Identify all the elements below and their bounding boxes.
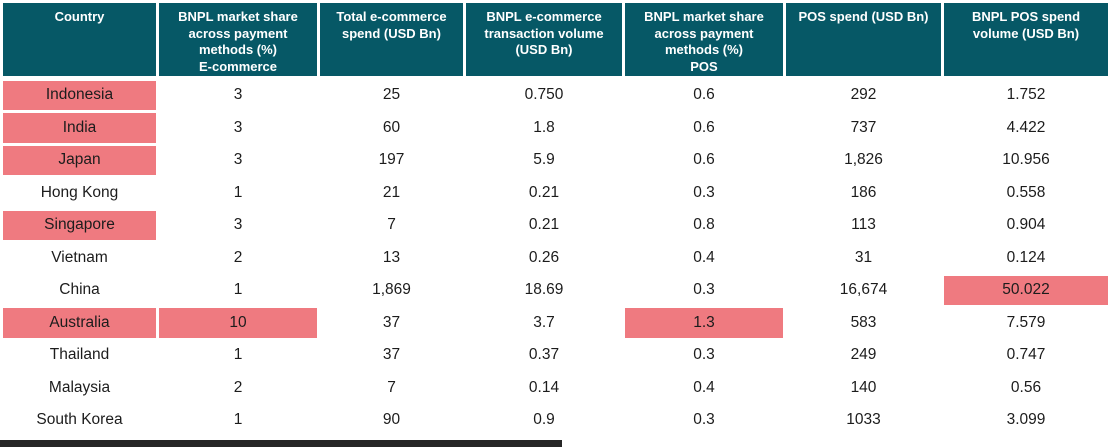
value-cell-bnpl-pos-volume: 0.747 xyxy=(1006,346,1046,364)
value-cell-total-ecommerce-spend: 21 xyxy=(382,183,401,201)
table-row: Vietnam 2 13 0.26 0.4 31 0.124 xyxy=(3,242,1111,275)
value-cell-pos-spend: 113 xyxy=(851,216,876,234)
value-cell-total-ecommerce-spend: 1,869 xyxy=(372,281,411,299)
value-cell-total-ecommerce-spend: 7 xyxy=(387,216,396,234)
table-header: Country BNPL market share across payment … xyxy=(3,3,1111,76)
value-cell-bnpl-ecommerce-volume: 5.9 xyxy=(533,151,555,169)
column-header-bnpl-ecommerce-share: BNPL market share across payment methods… xyxy=(159,3,317,76)
value-cell-pos-spend: 31 xyxy=(854,248,873,266)
table-row: China 1 1,869 18.69 0.3 16,674 50.022 xyxy=(3,274,1111,307)
value-cell-bnpl-ecommerce-volume: 0.21 xyxy=(528,183,560,201)
table-row: Hong Kong 1 21 0.21 0.3 186 0.558 xyxy=(3,177,1111,210)
value-cell-bnpl-pos-share: 0.3 xyxy=(693,346,715,364)
partial-next-row-bar xyxy=(0,440,562,447)
value-cell-bnpl-pos-volume: 0.558 xyxy=(1006,183,1046,201)
value-cell-pos-spend: 1033 xyxy=(846,411,881,429)
value-cell-total-ecommerce-spend: 13 xyxy=(382,248,401,266)
value-cell-pos-spend: 16,674 xyxy=(839,281,888,299)
country-cell: Australia xyxy=(3,308,156,338)
table-row: Singapore 3 7 0.21 0.8 113 0.904 xyxy=(3,209,1111,242)
column-header-bnpl-pos-volume: BNPL POS spend volume (USD Bn) xyxy=(944,3,1108,76)
country-cell: Singapore xyxy=(3,210,156,240)
value-cell-bnpl-pos-volume: 10.956 xyxy=(1002,151,1050,169)
value-cell-total-ecommerce-spend: 25 xyxy=(382,86,401,104)
value-cell-bnpl-pos-volume: 50.022 xyxy=(944,275,1108,305)
value-cell-bnpl-ecommerce-volume: 3.7 xyxy=(533,313,555,331)
value-cell-pos-spend: 186 xyxy=(850,183,877,201)
value-cell-bnpl-pos-volume: 0.56 xyxy=(1010,378,1042,396)
value-cell-total-ecommerce-spend: 37 xyxy=(382,313,401,331)
table-body: Indonesia 3 25 0.750 0.6 292 1.752 India 3 60 1.8 0… xyxy=(3,79,1111,437)
value-cell-bnpl-ecommerce-volume: 1.8 xyxy=(533,118,555,136)
country-cell: India xyxy=(3,113,156,143)
country-cell: China xyxy=(59,281,100,299)
country-cell: Indonesia xyxy=(3,80,156,110)
country-cell: Malaysia xyxy=(48,378,111,396)
value-cell-pos-spend: 292 xyxy=(850,86,877,104)
value-cell-bnpl-ecommerce-share: 2 xyxy=(233,248,243,266)
value-cell-bnpl-pos-share: 0.6 xyxy=(693,86,715,104)
value-cell-bnpl-ecommerce-volume: 0.750 xyxy=(524,86,564,104)
value-cell-bnpl-pos-volume: 3.099 xyxy=(1006,411,1046,429)
column-header-pos-spend: POS spend (USD Bn) xyxy=(786,3,941,76)
column-header-total-ecommerce-spend: Total e-commerce spend (USD Bn) xyxy=(320,3,463,76)
table-row: Indonesia 3 25 0.750 0.6 292 1.752 xyxy=(3,79,1111,112)
column-header-bnpl-pos-share: BNPL market share across payment methods… xyxy=(625,3,783,76)
value-cell-bnpl-ecommerce-volume: 0.14 xyxy=(528,378,560,396)
value-cell-bnpl-ecommerce-volume: 18.69 xyxy=(524,281,564,299)
value-cell-bnpl-ecommerce-share: 2 xyxy=(233,378,243,396)
value-cell-bnpl-pos-share: 0.4 xyxy=(693,378,715,396)
value-cell-bnpl-pos-volume: 4.422 xyxy=(1006,118,1046,136)
value-cell-pos-spend: 737 xyxy=(850,118,877,136)
table-row: Malaysia 2 7 0.14 0.4 140 0.56 xyxy=(3,372,1111,405)
value-cell-total-ecommerce-spend: 197 xyxy=(378,151,405,169)
value-cell-bnpl-ecommerce-share: 10 xyxy=(159,308,317,338)
value-cell-bnpl-pos-share: 0.3 xyxy=(693,183,715,201)
value-cell-total-ecommerce-spend: 60 xyxy=(382,118,401,136)
value-cell-bnpl-ecommerce-volume: 0.37 xyxy=(528,346,560,364)
value-cell-bnpl-pos-volume: 0.904 xyxy=(1006,216,1046,234)
value-cell-bnpl-pos-volume: 7.579 xyxy=(1006,313,1046,331)
value-cell-bnpl-ecommerce-volume: 0.21 xyxy=(528,216,560,234)
column-header-country: Country xyxy=(3,3,156,76)
value-cell-bnpl-pos-share: 0.8 xyxy=(693,216,715,234)
value-cell-pos-spend: 249 xyxy=(850,346,877,364)
value-cell-total-ecommerce-spend: 37 xyxy=(382,346,401,364)
value-cell-bnpl-ecommerce-share: 1 xyxy=(233,281,243,299)
country-cell: Hong Kong xyxy=(40,183,119,201)
table-row: South Korea 1 90 0.9 0.3 1033 3.099 xyxy=(3,404,1111,437)
value-cell-bnpl-pos-share: 0.6 xyxy=(693,151,715,169)
value-cell-bnpl-pos-share: 0.3 xyxy=(693,411,715,429)
table-row: Australia 10 37 3.7 1.3 583 7.579 xyxy=(3,307,1111,340)
value-cell-bnpl-pos-share: 0.3 xyxy=(693,281,715,299)
value-cell-pos-spend: 1,826 xyxy=(844,151,883,169)
column-header-bnpl-ecommerce-volume: BNPL e-commerce transaction volume (USD … xyxy=(466,3,622,76)
value-cell-bnpl-pos-share: 0.6 xyxy=(693,118,715,136)
value-cell-bnpl-pos-volume: 1.752 xyxy=(1006,86,1046,104)
value-cell-bnpl-ecommerce-share: 1 xyxy=(233,411,243,429)
value-cell-bnpl-ecommerce-share: 3 xyxy=(233,151,243,169)
value-cell-bnpl-pos-volume: 0.124 xyxy=(1006,248,1046,266)
value-cell-bnpl-ecommerce-share: 3 xyxy=(233,118,243,136)
value-cell-bnpl-ecommerce-share: 1 xyxy=(233,346,243,364)
table-row: India 3 60 1.8 0.6 737 4.422 xyxy=(3,112,1111,145)
table-row: Japan 3 197 5.9 0.6 1,826 10.956 xyxy=(3,144,1111,177)
value-cell-bnpl-pos-share: 1.3 xyxy=(625,308,783,338)
value-cell-bnpl-ecommerce-share: 3 xyxy=(233,216,243,234)
value-cell-bnpl-pos-share: 0.4 xyxy=(693,248,715,266)
value-cell-bnpl-ecommerce-volume: 0.9 xyxy=(533,411,555,429)
value-cell-pos-spend: 140 xyxy=(850,378,877,396)
value-cell-pos-spend: 583 xyxy=(850,313,877,331)
value-cell-bnpl-ecommerce-share: 3 xyxy=(233,86,243,104)
value-cell-bnpl-ecommerce-volume: 0.26 xyxy=(528,248,560,266)
value-cell-total-ecommerce-spend: 90 xyxy=(382,411,401,429)
country-cell: Japan xyxy=(3,145,156,175)
value-cell-total-ecommerce-spend: 7 xyxy=(387,378,396,396)
table-row: Thailand 1 37 0.37 0.3 249 0.747 xyxy=(3,339,1111,372)
country-cell: South Korea xyxy=(36,411,123,429)
value-cell-bnpl-ecommerce-share: 1 xyxy=(233,183,243,201)
country-cell: Thailand xyxy=(49,346,110,364)
country-cell: Vietnam xyxy=(51,248,108,266)
